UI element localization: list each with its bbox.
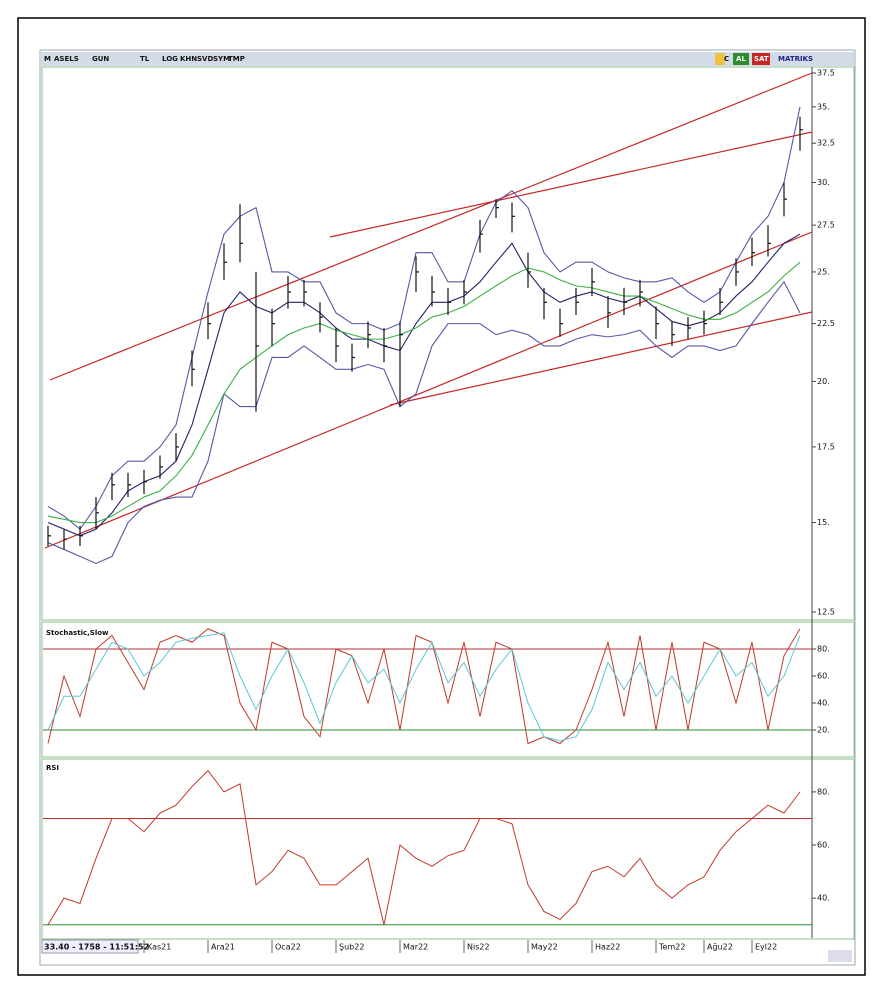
indicator-line [47, 769, 801, 925]
trendline [329, 131, 813, 238]
y-tick-label: 37.5 [817, 69, 835, 78]
buy-button[interactable]: AL [736, 55, 746, 63]
trendlines [44, 72, 813, 549]
x-tick-label: Haz22 [595, 943, 620, 952]
panel-title: RSI [46, 764, 59, 772]
trendline [44, 231, 813, 549]
toolbar-button[interactable]: C [724, 55, 729, 63]
y-tick-label: 12.5 [817, 608, 835, 617]
x-tick-label: Nis22 [467, 943, 490, 952]
indicator-line [47, 233, 801, 537]
toolbar-button[interactable]: TL [140, 55, 150, 63]
y-tick-label: 40. [817, 699, 830, 708]
y-tick-label: 25. [817, 267, 830, 276]
y-tick-label: 17.5 [817, 442, 835, 451]
x-tick-label: May22 [531, 943, 558, 952]
y-tick-label: 80. [817, 787, 830, 796]
price-panel [41, 66, 855, 621]
y-tick-label: 30. [817, 178, 830, 187]
y-tick-label: 40. [817, 894, 830, 903]
chart-window [39, 49, 856, 966]
symbol[interactable]: ASELS [54, 55, 79, 63]
logo: M [44, 55, 51, 63]
stochastic-panel [41, 621, 855, 758]
panel-title: Stochastic,Slow [46, 629, 109, 637]
toolbar [41, 52, 854, 66]
indicator-line [47, 280, 801, 565]
y-tick-label: 60. [817, 672, 830, 681]
buy-button-bg [733, 53, 749, 65]
nav-buttons[interactable] [828, 950, 852, 962]
status-box [41, 939, 139, 954]
indicator-line [47, 261, 801, 524]
brand: MATRIKS [778, 55, 813, 63]
x-tick-label: Eyl22 [755, 943, 777, 952]
y-tick-label: 35. [817, 102, 830, 111]
toolbar-button[interactable]: LOG [162, 55, 178, 63]
trendline [49, 72, 813, 381]
x-tick-label: Ara21 [211, 943, 235, 952]
x-tick-label: Tem22 [658, 943, 685, 952]
x-tick-label: Şub22 [339, 943, 364, 952]
toolbar-button[interactable]: KHN [180, 55, 197, 63]
status: 33.40 - 1758 - 11:51:52 [44, 943, 149, 952]
icon[interactable] [715, 53, 725, 65]
y-tick-label: 20. [817, 726, 830, 735]
y-tick-label: 15. [817, 518, 830, 527]
x-tick-label: Kas21 [147, 943, 171, 952]
trendline [389, 311, 813, 406]
indicator-line [47, 628, 801, 745]
indicator-line [47, 106, 801, 530]
y-tick-label: 60. [817, 841, 830, 850]
y-tick-label: 80. [817, 645, 830, 654]
rsi-panel [41, 758, 855, 940]
x-tick-label: Mar22 [403, 943, 428, 952]
x-tick-label: Ağu22 [707, 943, 733, 952]
y-tick-label: 27.5 [817, 221, 835, 230]
toolbar-button[interactable]: SYM [213, 55, 230, 63]
y-tick-label: 32.5 [817, 139, 835, 148]
y-tick-label: 20. [817, 377, 830, 386]
x-tick-label: Oca22 [275, 943, 301, 952]
sell-button[interactable]: SAT [754, 55, 769, 63]
toolbar-button[interactable]: SVD [197, 55, 213, 63]
sell-button-bg [752, 53, 770, 65]
toolbar-button[interactable]: TMP [228, 55, 245, 63]
y-tick-label: 22.5 [817, 319, 835, 328]
toolbar-button[interactable]: GUN [92, 55, 109, 63]
indicator-line [47, 632, 801, 742]
